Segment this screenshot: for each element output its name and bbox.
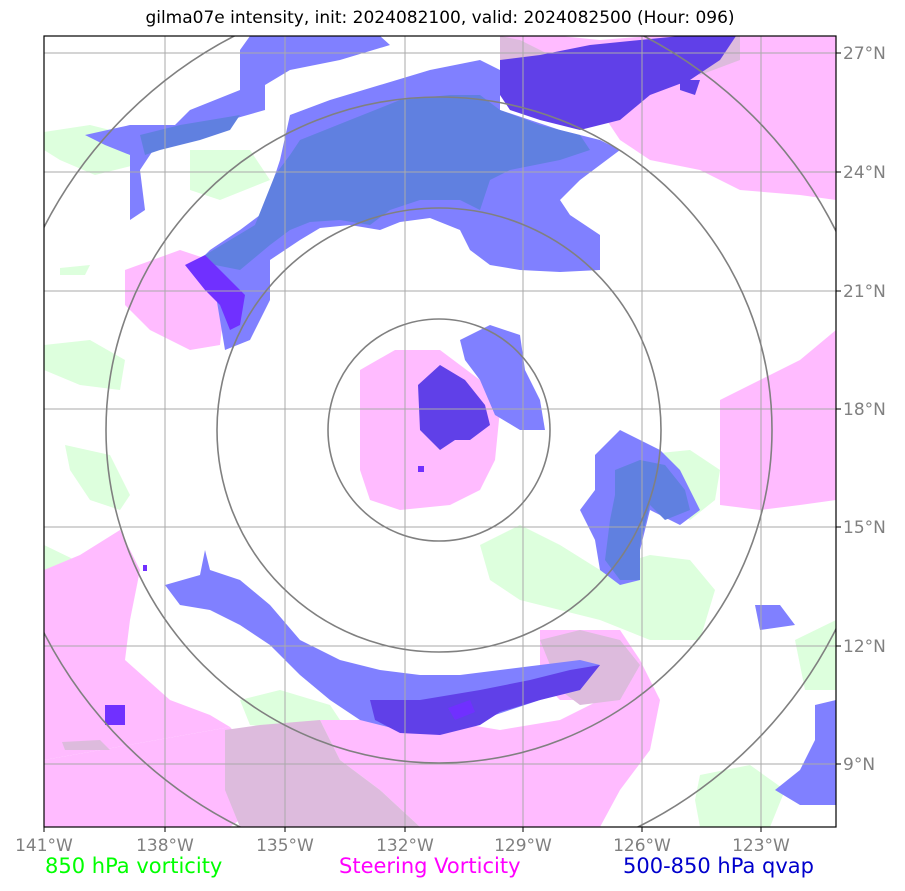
tick-marks bbox=[43, 52, 841, 832]
plot-frame bbox=[43, 35, 837, 828]
map-field-layers bbox=[44, 36, 836, 827]
lon-label-129w: 129°W bbox=[494, 836, 552, 856]
lon-label-123w: 123°W bbox=[732, 836, 790, 856]
longitude-labels: 141°W 138°W 135°W 132°W 129°W 126°W 123°… bbox=[15, 836, 790, 856]
lat-label-12n: 12°N bbox=[843, 637, 886, 657]
lat-label-27n: 27°N bbox=[843, 44, 886, 64]
range-rings bbox=[44, 36, 836, 827]
lat-label-24n: 24°N bbox=[843, 163, 886, 183]
map-title: gilma07e intensity, init: 2024082100, va… bbox=[145, 8, 735, 28]
lat-label-18n: 18°N bbox=[843, 400, 886, 420]
latitude-labels: 27°N 24°N 21°N 18°N 15°N 12°N 9°N bbox=[843, 44, 886, 775]
legend-850hpa-vorticity: 850 hPa vorticity bbox=[45, 854, 223, 878]
lat-label-15n: 15°N bbox=[843, 518, 886, 538]
lon-label-138w: 138°W bbox=[136, 836, 194, 856]
legend-qvap: 500-850 hPa qvap bbox=[623, 854, 814, 878]
lon-label-132w: 132°W bbox=[376, 836, 434, 856]
legend-steering-vorticity: Steering Vorticity bbox=[339, 854, 521, 878]
lon-label-135w: 135°W bbox=[256, 836, 314, 856]
lat-label-9n: 9°N bbox=[843, 755, 875, 775]
graticule bbox=[44, 36, 836, 827]
lon-label-126w: 126°W bbox=[613, 836, 671, 856]
lon-label-141w: 141°W bbox=[15, 836, 73, 856]
lat-label-21n: 21°N bbox=[843, 282, 886, 302]
